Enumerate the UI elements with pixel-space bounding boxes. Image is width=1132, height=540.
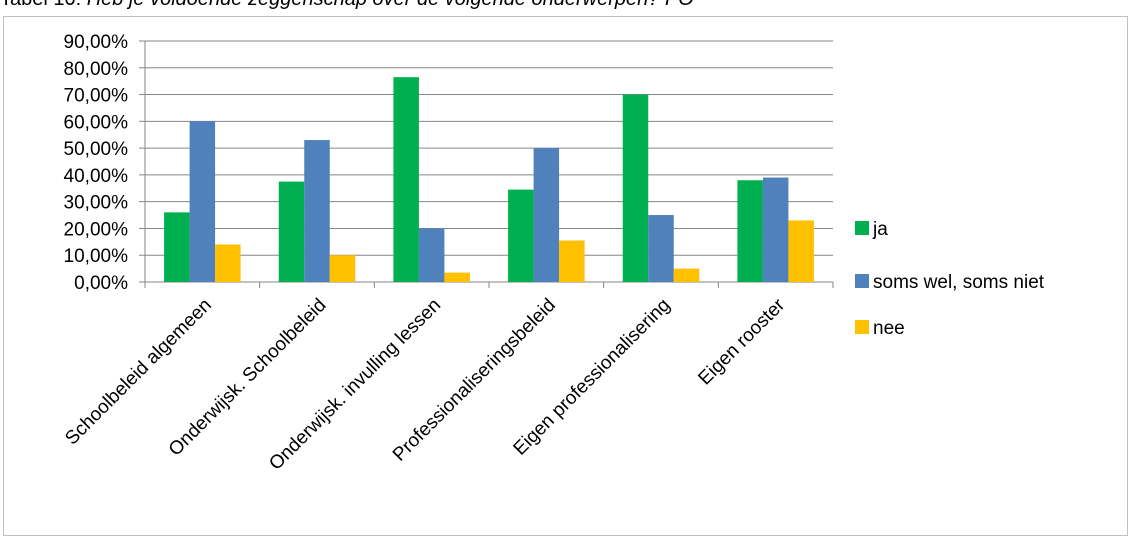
bar-soms-wel-soms-niet-2 (418, 228, 445, 282)
y-tick-label: 30,00% (64, 193, 129, 214)
legend-label: nee (873, 318, 905, 339)
y-tick-label: 60,00% (64, 112, 129, 133)
bar-ja-3 (508, 189, 534, 282)
bar-ja-5 (737, 180, 763, 282)
y-tick-label: 10,00% (64, 246, 129, 267)
y-tick-label: 20,00% (64, 219, 129, 240)
legend-label: soms wel, soms niet (873, 272, 1045, 293)
bar-soms-wel-soms-niet-0 (189, 121, 216, 282)
bar-nee-5 (788, 220, 814, 282)
bar-ja-2 (393, 77, 419, 283)
bar-ja-0 (164, 212, 190, 282)
caption-prefix: Tabel 10: (0, 0, 87, 10)
bar-nee-4 (673, 268, 700, 282)
legend-swatch-2 (855, 320, 869, 334)
chart-frame (3, 16, 1128, 536)
bar-soms-wel-soms-niet-5 (762, 177, 789, 282)
bar-nee-1 (329, 255, 356, 282)
bar-soms-wel-soms-niet-4 (648, 215, 674, 282)
y-tick-label: 50,00% (64, 139, 129, 160)
legend-label: ja (872, 219, 888, 240)
bar-ja-1 (278, 181, 305, 282)
y-tick-label: 80,00% (64, 59, 129, 80)
bar-soms-wel-soms-niet-3 (533, 148, 560, 282)
legend-swatch-0 (855, 221, 869, 235)
y-tick-label: 0,00% (74, 273, 128, 294)
chart-caption: Tabel 10: Heb je voldoende zeggenschap o… (0, 0, 694, 11)
bar-nee-0 (215, 244, 241, 282)
bar-nee-2 (444, 272, 470, 282)
y-tick-label: 40,00% (64, 166, 129, 187)
y-tick-label: 90,00% (64, 32, 129, 53)
bar-soms-wel-soms-niet-1 (304, 140, 330, 282)
caption-title: Heb je voldoende zeggenschap over de vol… (87, 0, 694, 10)
y-tick-label: 70,00% (64, 86, 129, 107)
x-category-label: Eigen rooster (694, 294, 789, 389)
bar-ja-4 (622, 94, 649, 282)
bar-nee-3 (559, 240, 585, 282)
legend-swatch-1 (855, 274, 869, 288)
